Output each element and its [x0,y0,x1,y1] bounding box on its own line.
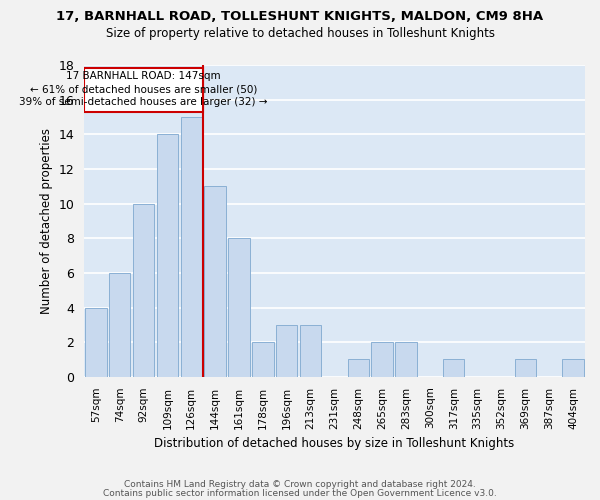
FancyBboxPatch shape [84,68,203,112]
Bar [443,360,464,377]
Text: Contains HM Land Registry data © Crown copyright and database right 2024.: Contains HM Land Registry data © Crown c… [124,480,476,489]
Text: 39% of semi-detached houses are larger (32) →: 39% of semi-detached houses are larger (… [19,97,268,107]
Bar [395,342,417,377]
X-axis label: Distribution of detached houses by size in Tolleshunt Knights: Distribution of detached houses by size … [154,437,515,450]
Bar [133,204,154,377]
Text: 17, BARNHALL ROAD, TOLLESHUNT KNIGHTS, MALDON, CM9 8HA: 17, BARNHALL ROAD, TOLLESHUNT KNIGHTS, M… [56,10,544,23]
Bar [562,360,584,377]
Bar [252,342,274,377]
Bar [109,273,130,377]
Text: 17 BARNHALL ROAD: 147sqm: 17 BARNHALL ROAD: 147sqm [66,72,221,82]
Bar [371,342,393,377]
Bar [276,325,298,377]
Text: Size of property relative to detached houses in Tolleshunt Knights: Size of property relative to detached ho… [106,28,494,40]
Bar [181,117,202,377]
Bar [300,325,322,377]
Bar [85,308,107,377]
Text: Contains public sector information licensed under the Open Government Licence v3: Contains public sector information licen… [103,489,497,498]
Bar [157,134,178,377]
Bar [347,360,369,377]
Y-axis label: Number of detached properties: Number of detached properties [40,128,53,314]
Text: ← 61% of detached houses are smaller (50): ← 61% of detached houses are smaller (50… [30,84,257,94]
Bar [228,238,250,377]
Bar [515,360,536,377]
Bar [205,186,226,377]
